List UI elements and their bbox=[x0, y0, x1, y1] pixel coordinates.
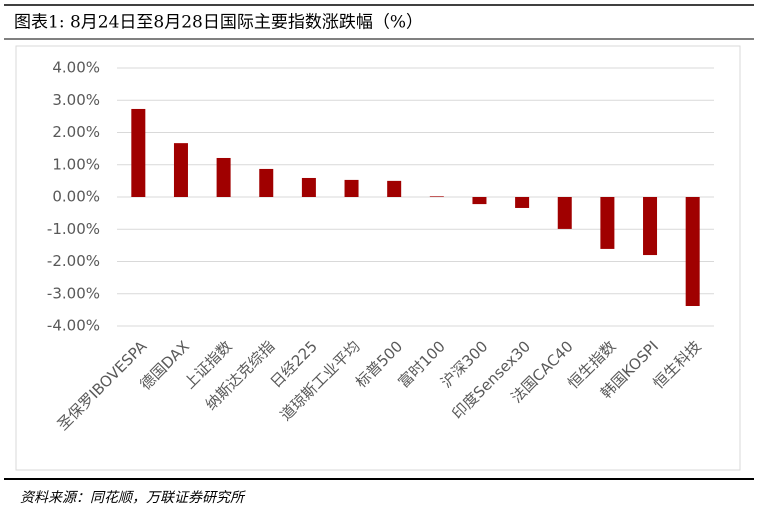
y-tick-label: -1.00% bbox=[47, 220, 100, 238]
bar bbox=[216, 157, 231, 197]
x-tick-label: 圣保罗IBOVESPA bbox=[54, 337, 151, 434]
bar bbox=[685, 197, 700, 307]
bar bbox=[600, 197, 615, 249]
bar bbox=[557, 197, 572, 229]
bar bbox=[301, 177, 316, 197]
bar bbox=[173, 143, 188, 197]
bar bbox=[131, 108, 146, 197]
y-tick-label: 1.00% bbox=[52, 155, 100, 173]
y-tick-label: 3.00% bbox=[52, 91, 100, 109]
y-tick-label: 4.00% bbox=[52, 59, 100, 77]
bar bbox=[344, 179, 359, 197]
bar bbox=[515, 197, 530, 208]
bar bbox=[259, 168, 274, 197]
bar bbox=[387, 180, 402, 197]
y-tick-label: 2.00% bbox=[52, 123, 100, 141]
source-note: 资料来源：同花顺，万联证券研究所 bbox=[20, 490, 246, 506]
bar bbox=[429, 196, 444, 197]
x-tick-label: 恒生科技 bbox=[650, 337, 705, 392]
y-tick-label: -2.00% bbox=[47, 252, 100, 270]
bar bbox=[472, 197, 487, 205]
chart-title: 图表1: 8月24日至8月28日国际主要指数涨跌幅（%） bbox=[14, 13, 423, 33]
y-tick-label: 0.00% bbox=[52, 188, 100, 206]
plot-frame bbox=[15, 45, 741, 471]
y-tick-label: -3.00% bbox=[47, 284, 100, 302]
y-tick-label: -4.00% bbox=[47, 317, 100, 335]
bar bbox=[643, 197, 658, 256]
